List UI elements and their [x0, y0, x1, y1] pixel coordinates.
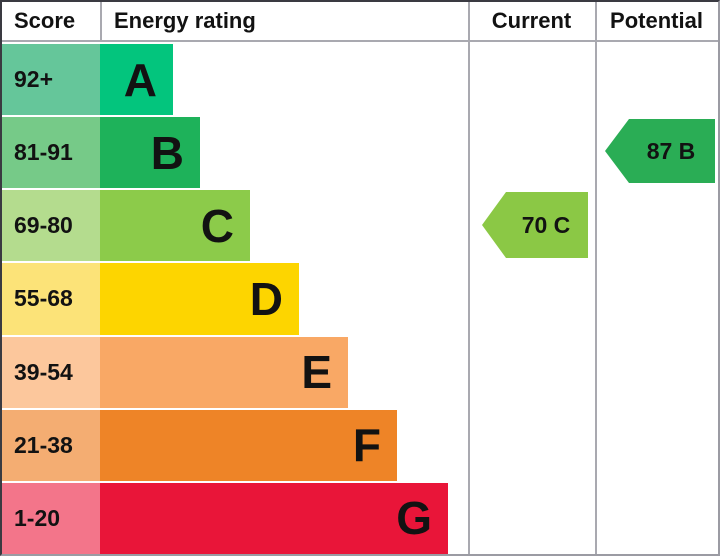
band-row-g: 1-20 G	[2, 480, 468, 554]
current-rating-arrow: 70 C	[482, 192, 588, 258]
band-letter: B	[150, 126, 184, 179]
band-letter: E	[301, 346, 332, 399]
band-bar: D	[100, 263, 299, 335]
energy-rating-column-header: Energy rating	[114, 8, 256, 33]
band-row-b: 81-91 B	[2, 115, 468, 189]
band-score-range: 55-68	[2, 263, 100, 335]
band-letter: G	[396, 492, 432, 545]
band-bar: F	[100, 409, 397, 481]
band-score-range: 39-54	[2, 336, 100, 408]
score-column-divider	[100, 2, 102, 42]
band-rows: 92+ A 81-91 B 69-80 C 55-68 D 39-54 E 21…	[2, 42, 468, 554]
current-column-divider	[468, 2, 470, 554]
band-score-range: 81-91	[2, 117, 100, 189]
band-score-range: 92+	[2, 44, 100, 116]
band-row-e: 39-54 E	[2, 334, 468, 408]
band-letter: C	[200, 199, 234, 252]
potential-column-divider	[595, 2, 597, 554]
band-score-range: 21-38	[2, 409, 100, 481]
score-column-header: Score	[14, 8, 76, 33]
band-bar: E	[100, 336, 348, 408]
chart-header: Score Energy rating Current Potential	[2, 2, 718, 42]
band-bar: G	[100, 482, 448, 554]
band-bar: C	[100, 190, 250, 262]
band-letter: D	[249, 272, 283, 325]
band-bar: B	[100, 117, 200, 189]
band-row-c: 69-80 C	[2, 188, 468, 262]
potential-rating-label: 87 B	[646, 137, 696, 164]
band-row-f: 21-38 F	[2, 407, 468, 481]
band-bar: A	[100, 44, 173, 116]
band-score-range: 1-20	[2, 482, 100, 554]
band-letter: A	[123, 53, 157, 106]
current-column-header: Current	[491, 8, 572, 33]
band-row-a: 92+ A	[2, 42, 468, 116]
band-row-d: 55-68 D	[2, 261, 468, 335]
potential-rating-arrow: 87 B	[605, 119, 715, 183]
band-score-range: 69-80	[2, 190, 100, 262]
potential-column-header: Potential	[610, 8, 703, 33]
band-letter: F	[352, 419, 381, 472]
current-rating-label: 70 C	[521, 211, 571, 238]
